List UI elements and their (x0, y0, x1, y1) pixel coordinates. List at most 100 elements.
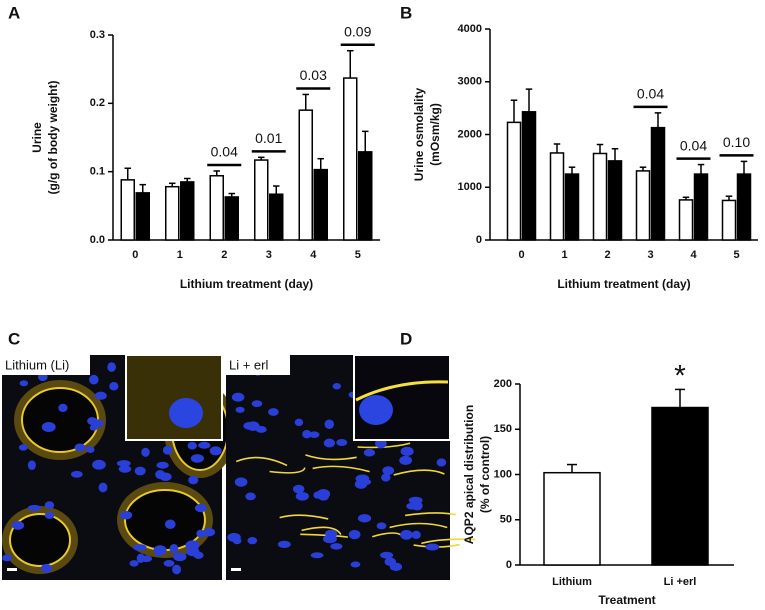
scale-bar (231, 568, 241, 571)
nucleus (295, 492, 309, 501)
y-axis-label: (% of control) (478, 436, 492, 513)
y-tick-label: 0 (476, 234, 482, 246)
bar (506, 121, 522, 241)
nucleus (323, 534, 337, 544)
nucleus (44, 501, 55, 510)
bar (564, 173, 580, 241)
micrographs: Lithium (Li) Li + erl (2, 354, 476, 580)
bar (736, 173, 752, 241)
x-axis-label: Treatment (598, 593, 655, 607)
y-tick-label: 200 (494, 378, 512, 390)
nucleus (277, 540, 291, 549)
label-bg (2, 355, 90, 375)
nucleus (188, 475, 199, 485)
nucleus (134, 466, 146, 476)
nucleus (141, 447, 150, 457)
panel-label: D (400, 329, 412, 348)
nucleus (360, 478, 372, 486)
nucleus (58, 403, 68, 413)
nucleus (231, 392, 245, 402)
x-tick-label: 0 (132, 249, 138, 261)
nucleus (19, 380, 29, 387)
y-tick-label: 50 (500, 514, 512, 526)
y-tick-label: 0.2 (90, 97, 105, 109)
nucleus (27, 504, 42, 511)
nucleus (294, 418, 304, 427)
nucleus (292, 484, 305, 494)
x-tick-label: 5 (355, 249, 361, 261)
membrane (279, 514, 329, 520)
nucleus (411, 530, 421, 540)
scale-bar (7, 568, 17, 571)
annotation: 0.04 (680, 137, 707, 153)
nucleus (348, 529, 361, 540)
inset (125, 354, 223, 441)
bar (592, 152, 608, 241)
nucleus (173, 552, 187, 562)
bar (254, 159, 269, 241)
lumen (9, 513, 71, 567)
bar (651, 406, 709, 566)
x-tick-label: 2 (221, 249, 227, 261)
membrane (357, 442, 411, 449)
label-bg (226, 355, 290, 375)
nucleus (203, 528, 216, 537)
x-tick-label: 4 (310, 249, 317, 261)
bar (650, 126, 666, 241)
x-tick-label: 1 (561, 249, 567, 261)
nucleus (313, 491, 322, 499)
nucleus (302, 429, 312, 439)
membrane (235, 456, 288, 467)
nucleus (245, 492, 256, 501)
nucleus (133, 544, 147, 551)
nucleus (406, 502, 418, 510)
panel-label: B (400, 3, 412, 22)
nucleus (380, 551, 394, 559)
image-label: Li + erl (229, 357, 268, 372)
panel-label: C (8, 329, 20, 348)
nucleus (153, 545, 167, 556)
nucleus (227, 532, 241, 542)
nucleus (376, 522, 387, 530)
y-tick-label: 2000 (458, 128, 482, 140)
bar (693, 173, 709, 241)
nucleus (400, 529, 413, 540)
nucleus (164, 519, 176, 529)
nucleus (196, 529, 206, 538)
nucleus (92, 459, 106, 470)
nucleus (359, 395, 393, 425)
nucleus (11, 520, 25, 530)
membrane (301, 526, 342, 536)
membrane (389, 522, 448, 529)
nucleus (94, 391, 107, 400)
nucleus (185, 540, 200, 551)
nucleus (156, 461, 169, 469)
nucleus (198, 441, 211, 449)
nucleus (27, 460, 36, 471)
nucleus (187, 441, 197, 450)
nucleus (18, 444, 28, 451)
nucleus (332, 383, 342, 390)
nucleus (194, 503, 207, 513)
nucleus (381, 473, 391, 482)
bar (165, 185, 180, 241)
annotation: 0.04 (211, 144, 238, 160)
bar (521, 111, 537, 241)
bar (298, 109, 313, 241)
nucleus (235, 406, 245, 413)
nucleus (159, 472, 172, 481)
nucleus (129, 560, 139, 567)
membrane (355, 380, 449, 402)
nucleus (120, 510, 133, 520)
nucleus (172, 564, 182, 575)
nucleus (169, 398, 203, 428)
x-tick-label: 5 (733, 249, 739, 261)
x-tick-label: 3 (266, 249, 272, 261)
x-tick-label: 2 (604, 249, 610, 261)
nucleus (247, 537, 258, 545)
bar (224, 196, 239, 241)
annotation: 0.10 (723, 134, 750, 150)
nucleus (251, 400, 263, 408)
bar (180, 181, 195, 241)
nucleus (86, 446, 95, 453)
